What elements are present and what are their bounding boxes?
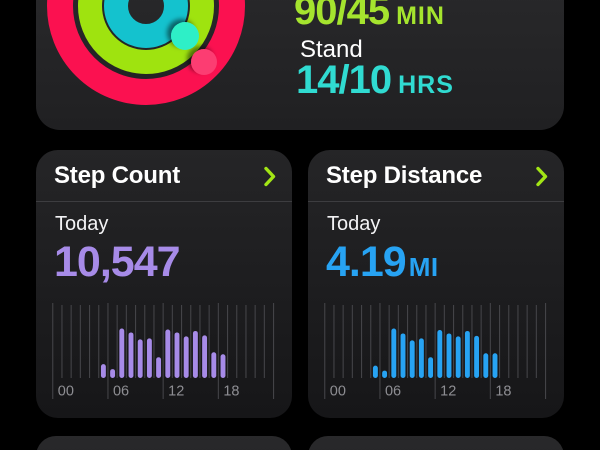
hour-bar: [220, 354, 226, 378]
hour-bar: [483, 353, 489, 378]
step-distance-value-row: 4.19 MI: [326, 239, 439, 295]
partial-card-bottom-left[interactable]: [36, 436, 292, 450]
hour-bar: [137, 339, 143, 378]
hour-bar: [382, 370, 388, 378]
stand-unit: HRS: [398, 71, 454, 99]
stand-value: 14/10: [296, 58, 392, 102]
header-divider: [308, 201, 564, 202]
step-count-card-header: Step Count: [36, 150, 292, 201]
chevron-right-icon[interactable]: [536, 166, 548, 187]
x-axis-tick-label: 18: [223, 384, 239, 400]
hour-bar: [192, 330, 198, 378]
stand-ring: [104, 0, 188, 48]
hour-bar: [418, 338, 424, 378]
hour-bar: [446, 333, 452, 378]
step-distance-hourly-bar-chart: 00 06 12 18: [324, 303, 547, 400]
step-count-card[interactable]: Step Count Today 10,547 00 06 12 18: [36, 150, 292, 418]
chevron-right-icon[interactable]: [264, 166, 276, 187]
step-count-value: 10,547: [54, 238, 181, 286]
move-ring-endcap: [191, 49, 217, 75]
step-distance-period-label: Today: [327, 213, 381, 235]
step-distance-card-header: Step Distance: [308, 150, 564, 201]
x-axis-tick-label: 00: [58, 384, 74, 400]
hour-bar: [100, 364, 106, 378]
activity-rings-icon: [47, 0, 245, 105]
step-distance-value: 4.19: [326, 238, 407, 286]
x-axis-tick-label: 12: [440, 384, 456, 400]
exercise-unit: MIN: [396, 2, 445, 30]
hour-bar: [492, 353, 498, 378]
hour-bar: [437, 329, 443, 378]
hour-bar: [372, 365, 378, 378]
step-distance-card-title: Step Distance: [326, 162, 483, 189]
hour-bar: [119, 328, 125, 378]
activity-summary-card[interactable]: 90/45 MIN Stand 14/10 HRS: [36, 0, 564, 130]
x-axis-tick-label: 12: [168, 384, 184, 400]
stand-label: Stand: [300, 36, 363, 63]
exercise-metric: 90/45 MIN: [294, 0, 445, 42]
hour-bar: [146, 338, 152, 378]
hour-bar: [110, 369, 116, 378]
x-axis-tick-label: 00: [330, 384, 346, 400]
exercise-value: 90/45: [294, 0, 390, 33]
step-count-hourly-bar-chart: 00 06 12 18: [52, 303, 275, 400]
step-count-period-label: Today: [55, 213, 109, 235]
exercise-ring: [78, 0, 214, 74]
hour-bar: [428, 357, 434, 378]
hour-bar: [400, 333, 406, 378]
hour-bar: [156, 357, 162, 378]
step-count-value-row: 10,547: [54, 239, 183, 295]
hour-bar: [455, 336, 461, 378]
hour-bar: [211, 352, 217, 378]
step-count-card-title: Step Count: [54, 162, 180, 189]
partial-card-bottom-right[interactable]: [308, 436, 564, 450]
hour-bar: [183, 336, 189, 378]
x-axis-tick-label: 06: [385, 384, 401, 400]
x-axis-tick-label: 06: [113, 384, 129, 400]
stand-ring-endcap: [171, 22, 199, 50]
hour-bar: [464, 330, 470, 378]
hour-bar: [202, 335, 208, 378]
header-divider: [36, 201, 292, 202]
step-distance-card[interactable]: Step Distance Today 4.19 MI 00 06 12 18: [308, 150, 564, 418]
hour-bar: [174, 332, 180, 378]
stand-metric: 14/10 HRS: [296, 58, 454, 111]
move-ring: [47, 0, 245, 105]
hour-bar: [391, 328, 397, 378]
hour-bar: [474, 335, 480, 378]
hour-bar: [165, 329, 171, 378]
x-axis-tick-label: 18: [495, 384, 511, 400]
hour-bar: [409, 340, 415, 378]
step-distance-unit: MI: [408, 252, 439, 282]
hour-bar: [128, 332, 134, 378]
